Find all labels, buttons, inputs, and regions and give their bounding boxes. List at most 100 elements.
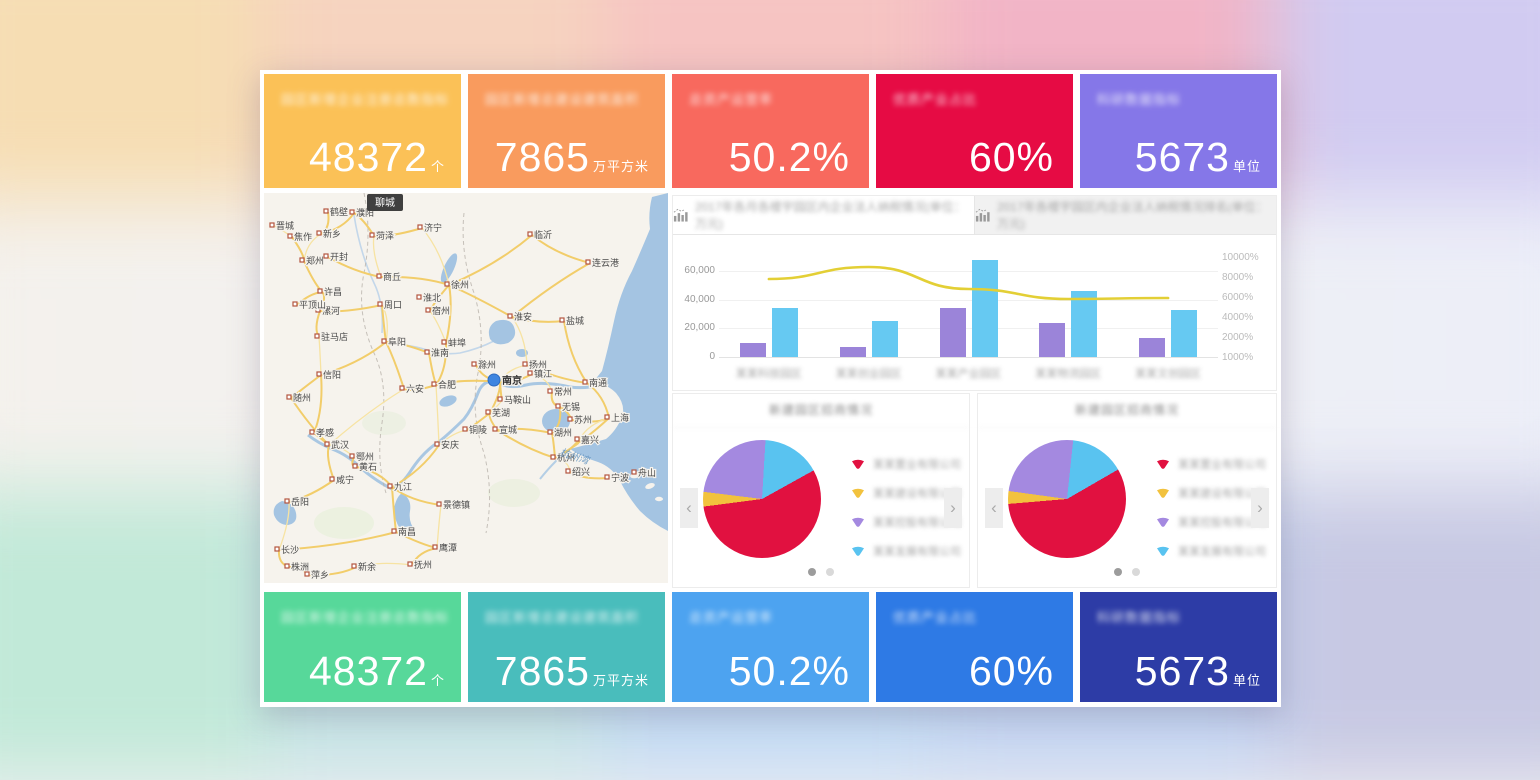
svg-text:驻马店: 驻马店 — [321, 331, 348, 343]
legend-item[interactable]: 某某置业有限公司 — [1156, 456, 1266, 472]
svg-text:焦作: 焦作 — [294, 231, 312, 243]
map-road — [313, 374, 323, 434]
svg-text:马鞍山: 马鞍山 — [504, 394, 531, 406]
map-city-label: 合肥 — [431, 378, 457, 392]
map-road — [435, 342, 448, 386]
map-road — [551, 406, 562, 434]
legend-marker-icon — [852, 517, 864, 527]
stat-card-unit: 单位 — [1232, 673, 1261, 688]
map-city-label: 盐城 — [559, 314, 585, 328]
svg-text:新余: 新余 — [358, 561, 376, 573]
map-tooltip: 聊城 — [367, 194, 403, 211]
left-axis-tick: 0 — [709, 351, 715, 362]
map-road — [511, 316, 528, 366]
x-axis-label: 某某物流园区 — [1035, 368, 1102, 380]
svg-text:菏泽: 菏泽 — [376, 231, 394, 242]
map-road — [327, 444, 335, 481]
svg-text:平顶山: 平顶山 — [299, 300, 326, 311]
map-road — [318, 336, 322, 376]
pie-chart-section: 新建园区招商情况 ‹ 某某置业有限公司 某某建设有限公司 某某控股有限公司 某某发展有限公… — [672, 393, 1277, 588]
svg-text:孝感: 孝感 — [316, 427, 334, 439]
map[interactable]: 晋城 焦作 新乡 鹤壁 濮阳 济宁 菏泽 郑州 开封 商丘 徐州 淮北 宿州 许昌 漯河 平顶山 周口 阜阳 蚌埠淮… — [264, 193, 668, 583]
legend-item[interactable]: 某某发展有限公司 — [851, 543, 961, 559]
bar-purple — [939, 308, 966, 357]
map-city-label: 安庆 — [434, 438, 460, 452]
carousel-next-button[interactable]: › — [1251, 488, 1269, 528]
stat-card-title: 园区新增企业注册总数指标 — [281, 92, 450, 107]
svg-text:商丘: 商丘 — [383, 271, 401, 283]
gridline — [719, 328, 1218, 330]
map-marker-nanjing[interactable] — [487, 373, 501, 387]
bar-blue — [971, 259, 998, 357]
legend-marker-icon — [852, 546, 864, 556]
pie-legend: 某某置业有限公司 某某建设有限公司 某某控股有限公司 某某发展有限公司 — [1156, 456, 1266, 559]
svg-text:漯河: 漯河 — [322, 305, 340, 317]
svg-text:嘉兴: 嘉兴 — [581, 434, 599, 446]
carousel-next-button[interactable]: › — [944, 488, 962, 528]
bar-chart-icon — [975, 208, 990, 222]
svg-text:滁州: 滁州 — [478, 360, 496, 371]
legend-item[interactable]: 某某发展有限公司 — [1156, 543, 1266, 559]
map-city-label: 上海 — [604, 411, 630, 425]
legend-marker-icon — [852, 459, 864, 469]
map-city-label: 六安 — [399, 382, 425, 396]
bar-line-chart: 60,000 40,000 20,000 0 10000% 8000% 6000% 4000%… — [673, 235, 1276, 391]
carousel-prev-button[interactable]: ‹ — [680, 488, 698, 528]
bar-chart-plot — [719, 257, 1218, 358]
svg-text:咸宁: 咸宁 — [336, 474, 354, 486]
svg-text:连云港: 连云港 — [592, 257, 619, 269]
legend-item[interactable]: 某某置业有限公司 — [851, 456, 961, 472]
legend-item[interactable]: 某某控股有限公司 — [1156, 514, 1266, 530]
map-city-label: 淮南 — [424, 346, 450, 360]
x-axis-label: 某某文创园区 — [1135, 368, 1202, 380]
svg-text:阜阳: 阜阳 — [388, 336, 406, 348]
legend-item[interactable]: 某某建设有限公司 — [1156, 485, 1266, 501]
pie-title: 新建园区招商情况 — [978, 394, 1276, 428]
carousel-dot[interactable] — [826, 568, 834, 576]
legend-item[interactable]: 某某控股有限公司 — [851, 514, 961, 530]
map-road — [373, 227, 423, 238]
stat-card: 园区新增总建设建筑面积 7865 万平方米 — [468, 74, 665, 188]
svg-text:株洲: 株洲 — [291, 561, 309, 573]
stat-card: 科研数据指标 5673 单位 — [1080, 74, 1277, 188]
carousel-dot[interactable] — [1114, 568, 1122, 576]
pie-body: ‹ 某某置业有限公司某某建设有限公司某某控股有限公司 某某发展有限公司 › — [673, 428, 969, 588]
right-axis-tick: 1000% — [1222, 352, 1254, 363]
stat-card-title: 总资产运营率 — [689, 92, 774, 107]
right-axis-tick: 10000% — [1222, 252, 1259, 263]
bar-purple — [1139, 338, 1166, 357]
svg-text:舟山: 舟山 — [638, 467, 656, 479]
carousel-dot[interactable] — [808, 568, 816, 576]
map-city-label: 长沙 — [274, 543, 300, 557]
legend-marker-icon — [1157, 459, 1169, 469]
carousel-dot[interactable] — [1132, 568, 1140, 576]
map-road — [448, 284, 513, 318]
map-city-label: 宣城 — [492, 423, 518, 437]
stat-card: 优质产业占比 60% — [876, 592, 1073, 702]
map-road — [435, 384, 440, 446]
left-axis-tick: 60,000 — [684, 265, 715, 277]
map-city-label: 宁波 — [604, 471, 630, 485]
pie-chart — [703, 440, 821, 558]
legend-label: 某某建设有限公司 — [873, 488, 961, 500]
svg-text:萍乡: 萍乡 — [311, 570, 329, 581]
right-axis-tick: 2000% — [1222, 332, 1254, 343]
stat-card-value: 60% — [968, 134, 1054, 180]
carousel-prev-button[interactable]: ‹ — [985, 488, 1003, 528]
x-axis-label: 某某科技园区 — [735, 368, 802, 380]
left-axis-tick: 40,000 — [684, 293, 715, 305]
bar-purple — [839, 347, 866, 357]
map-city-label: 常州 — [547, 385, 573, 399]
svg-text:芜湖: 芜湖 — [492, 407, 510, 419]
legend-item[interactable]: 某某建设有限公司 — [851, 485, 961, 501]
chart-tab-1[interactable]: 2017年各月各楼宇园区内企业法人纳税情况(单位：万元) — [673, 196, 974, 234]
svg-text:宣城: 宣城 — [499, 424, 517, 436]
map-city-label: 镇江 — [527, 367, 553, 381]
map-city-label: 咸宁 — [329, 473, 355, 487]
map-city-label: 滁州 — [471, 359, 497, 372]
map-road — [385, 341, 405, 390]
stat-card: 园区新增企业注册总数指标 48372 个 — [264, 74, 461, 188]
chart-tab-2[interactable]: 2017年各楼宇园区内企业法人纳税情况排名(单位：万元) — [974, 196, 1276, 234]
chart-tab-label: 2017年各月各楼宇园区内企业法人纳税情况(单位：万元) — [694, 200, 966, 231]
